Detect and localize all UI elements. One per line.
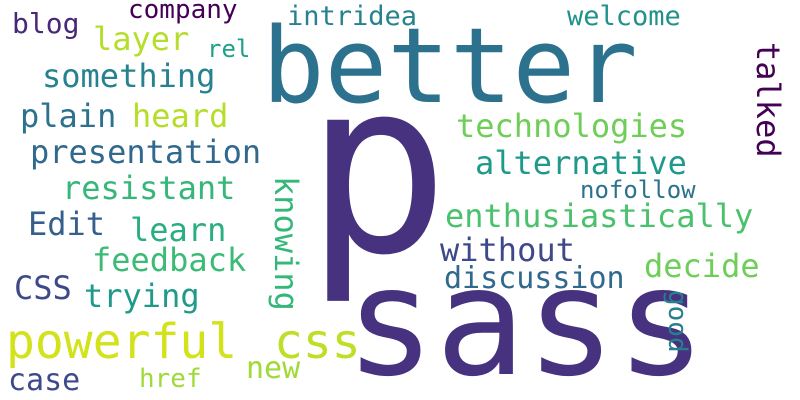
word-alternative: alternative	[475, 144, 687, 182]
word-powerful: powerful	[6, 314, 238, 370]
word-talked: talked	[749, 42, 787, 158]
word-technologies: technologies	[456, 107, 688, 145]
word-presentation: presentation	[30, 133, 262, 171]
word-enthusiastically: enthusiastically	[445, 197, 754, 235]
word-decide: decide	[644, 247, 760, 285]
word-knowing: knowing	[267, 176, 305, 311]
word-css: css	[274, 314, 361, 370]
word-blog: blog	[12, 7, 80, 40]
word-company: company	[128, 0, 238, 25]
word-better: better	[262, 5, 638, 127]
word-edit: Edit	[28, 205, 106, 243]
word-p: p	[305, 28, 450, 308]
word-feedback: feedback	[92, 241, 247, 279]
word-nofollow: nofollow	[580, 176, 696, 204]
word-href: href	[139, 364, 202, 394]
word-resistant: resistant	[62, 169, 236, 207]
word-heard: heard	[132, 97, 229, 135]
word-new: new	[246, 351, 301, 386]
word-css-upper: CSS	[14, 269, 72, 307]
word-layer: layer	[93, 20, 190, 58]
word-trying: trying	[84, 277, 200, 315]
word-case: case	[8, 363, 81, 398]
word-sass: sass	[345, 236, 707, 400]
word-rel: rel	[207, 35, 251, 63]
word-discussion: discussion	[444, 261, 625, 296]
word-intridea: intridea	[287, 1, 418, 32]
word-something: something	[42, 57, 216, 95]
word-learn: learn	[130, 211, 227, 249]
word-welcome: welcome	[567, 1, 681, 32]
word-good: good	[662, 290, 692, 353]
word-without: without	[440, 231, 575, 269]
word-plain: plain	[20, 97, 117, 135]
